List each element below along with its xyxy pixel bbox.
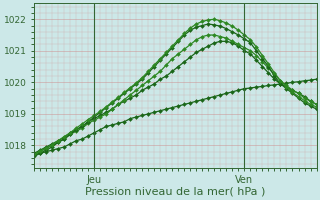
X-axis label: Pression niveau de la mer( hPa ): Pression niveau de la mer( hPa ) xyxy=(85,187,266,197)
